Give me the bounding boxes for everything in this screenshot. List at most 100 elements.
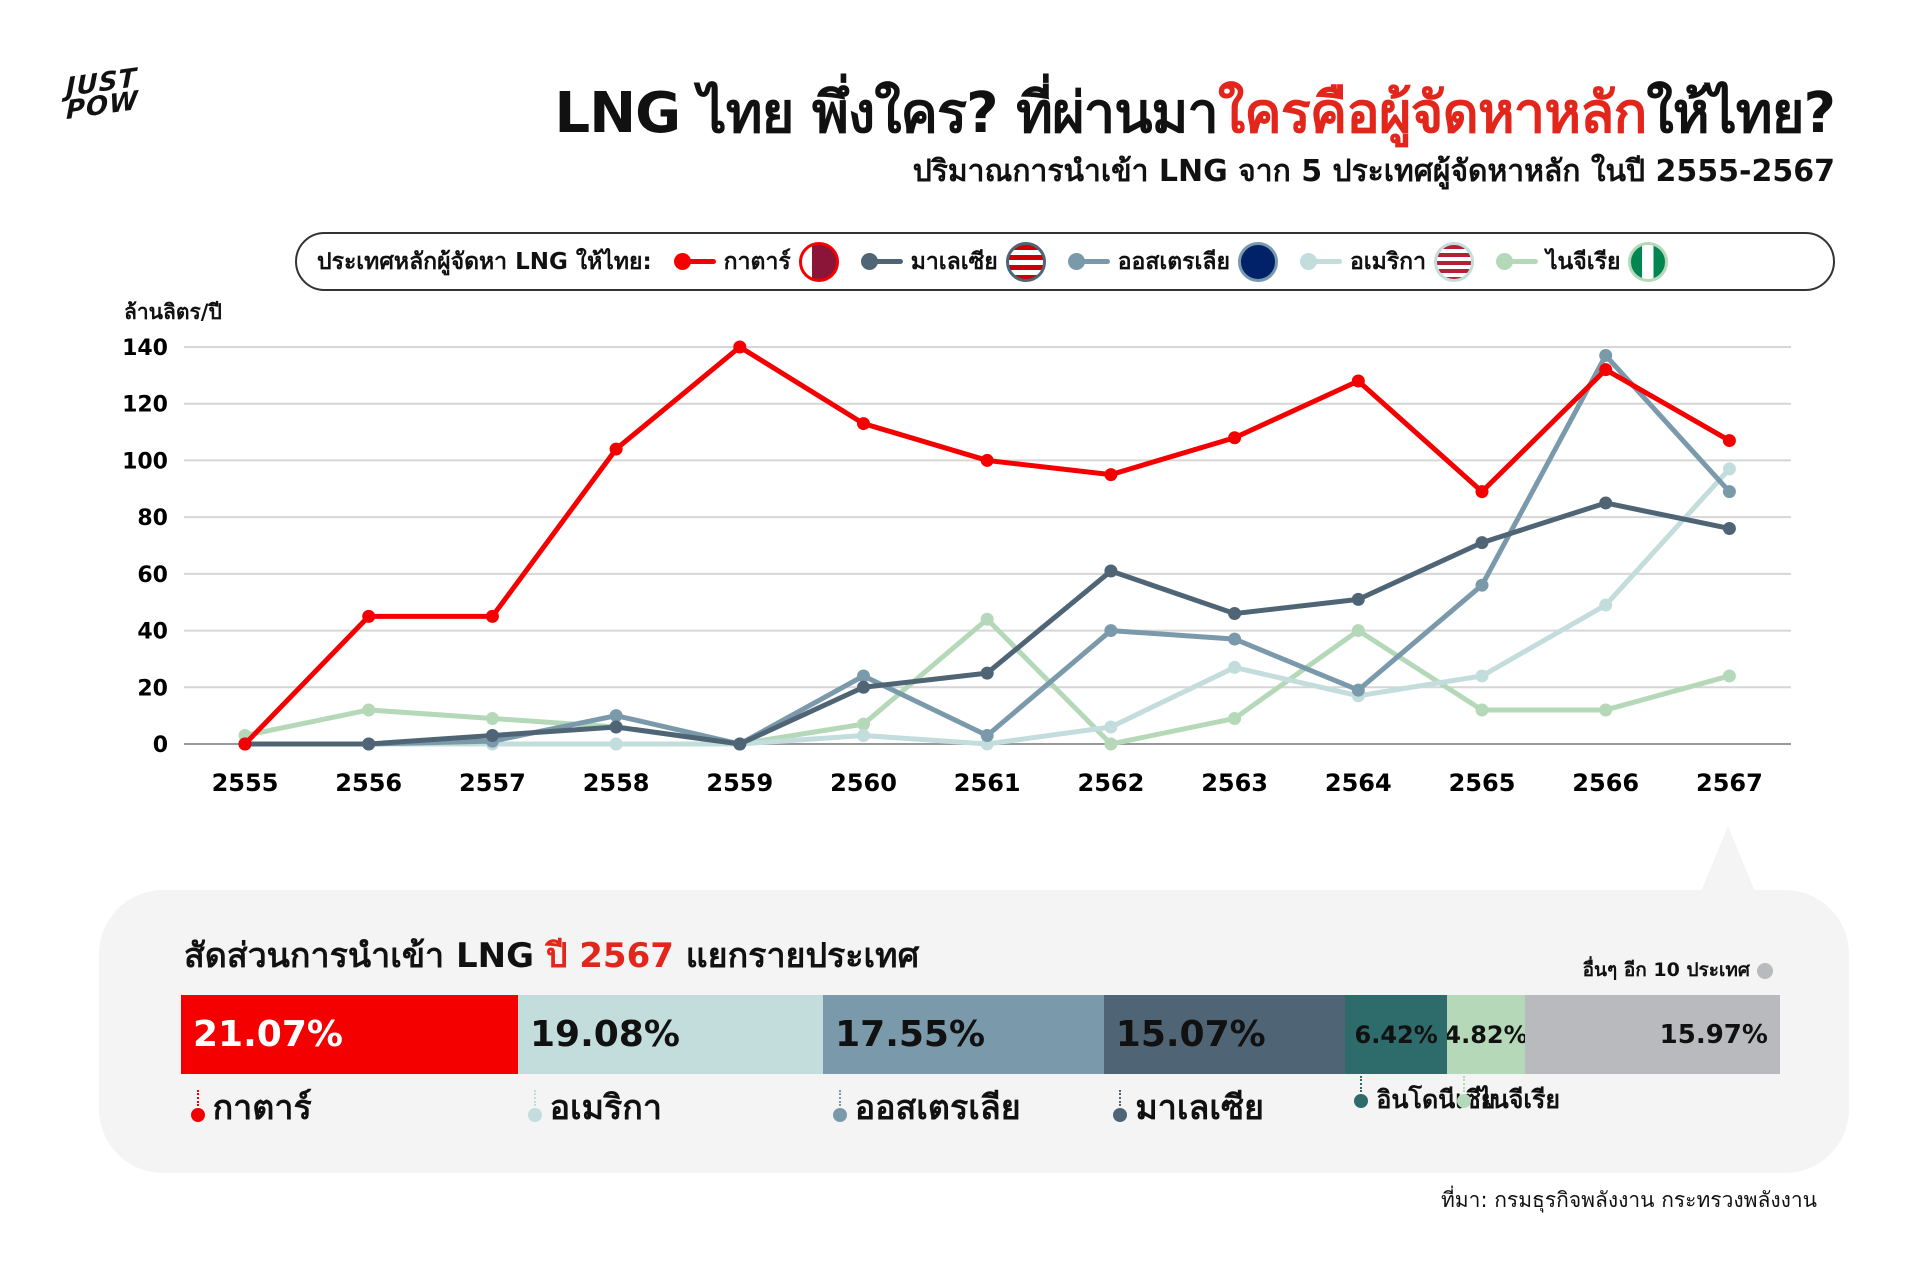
bar-segment: 21.07%	[181, 995, 518, 1074]
y-tick-label: 120	[122, 393, 168, 418]
legend-line-marker	[860, 253, 903, 270]
y-tick-label: 60	[137, 563, 168, 588]
x-tick-label: 2561	[954, 769, 1021, 797]
flag-icon	[1628, 241, 1669, 282]
country-name: อเมริกา	[549, 1088, 662, 1128]
data-point	[1104, 624, 1118, 638]
chart-legend: ประเทศหลักผู้จัดหา LNG ให้ไทย: กาตาร์ มาเ…	[295, 232, 1835, 291]
country-name: ไนจีเรีย	[1479, 1085, 1561, 1114]
color-dot	[832, 1090, 847, 1122]
series-line	[244, 616, 1731, 747]
series-line	[245, 353, 1732, 747]
segment-percent: 4.82%	[1447, 1020, 1525, 1049]
data-point	[609, 442, 623, 456]
legend-text: มาเลเซีย	[910, 248, 998, 275]
x-tick-label: 2558	[583, 769, 650, 797]
country-name: มาเลเซีย	[1135, 1088, 1264, 1128]
data-point	[1599, 598, 1613, 612]
data-point	[362, 609, 376, 623]
data-point	[485, 609, 499, 623]
flag-icon	[798, 241, 839, 282]
legend-item: กาตาร์	[673, 241, 839, 282]
x-tick-label: 2567	[1696, 769, 1763, 797]
y-tick-label: 140	[122, 336, 168, 361]
page-title: LNG ไทย พึ่งใคร? ที่ผ่านมาใครคือผู้จัดหา…	[554, 81, 1836, 146]
x-tick-label: 2557	[459, 769, 526, 797]
x-tick-label: 2556	[335, 769, 402, 797]
data-point	[1351, 624, 1365, 638]
data-point	[1599, 703, 1613, 717]
y-tick-label: 100	[122, 449, 168, 474]
bar-segment: 15.07%	[1103, 995, 1345, 1074]
data-point	[1599, 349, 1613, 363]
data-point	[1104, 720, 1118, 734]
line-chart: 0 20 40 60 80 100 120 140 2555 2556 2557 2558 2559 25…	[122, 336, 1791, 797]
y-tick-label: 20	[137, 676, 168, 701]
source-note: ที่มา: กรมธุรกิจพลังงาน กระทรวงพลังงาน	[1440, 1188, 1817, 1212]
segment-percent: 17.55%	[835, 1014, 986, 1055]
color-dot	[1354, 1076, 1369, 1108]
bar-country-label: กาตาร์	[190, 1080, 312, 1134]
data-point	[733, 737, 747, 751]
data-point	[1228, 632, 1242, 646]
data-point	[1475, 485, 1489, 499]
data-point	[857, 417, 870, 431]
x-tick-label: 2560	[830, 769, 897, 797]
data-point	[1475, 536, 1489, 550]
data-point	[1228, 607, 1242, 621]
bar-country-label: อเมริกา	[527, 1080, 662, 1134]
country-name: กาตาร์	[212, 1088, 312, 1128]
color-dot	[527, 1090, 542, 1122]
legend-item: อเมริกา	[1299, 241, 1474, 282]
x-tick-label: 2555	[212, 769, 279, 797]
y-tick-label: 80	[137, 506, 168, 531]
data-point	[857, 669, 870, 683]
series-line	[245, 467, 1732, 747]
y-axis-label: ล้านลิตร/ปี	[124, 300, 222, 324]
bar-country-label: อินโดนีเซีย	[1354, 1076, 1495, 1120]
data-point	[1599, 363, 1613, 377]
others-dot	[1757, 963, 1773, 979]
data-point	[238, 737, 252, 751]
color-dot	[1457, 1076, 1472, 1108]
bar-country-label: ไนจีเรีย	[1457, 1076, 1561, 1120]
data-point	[1228, 431, 1242, 445]
data-point	[485, 728, 499, 742]
page-subtitle: ปริมาณการนำเข้า LNG จาก 5 ประเทศผู้จัดหา…	[912, 154, 1835, 189]
data-point	[1722, 669, 1736, 683]
bar-segment: 4.82%	[1447, 995, 1525, 1074]
data-point	[1722, 521, 1736, 535]
segment-percent: 15.07%	[1115, 1014, 1266, 1055]
data-point	[1104, 468, 1118, 482]
legend-text: กาตาร์	[723, 248, 791, 275]
legend-line-marker	[1299, 253, 1342, 270]
data-point	[1351, 683, 1365, 697]
color-dot	[190, 1090, 205, 1122]
data-point	[980, 453, 994, 467]
data-point	[1228, 660, 1242, 674]
legend-label: ประเทศหลักผู้จัดหา LNG ให้ไทย:	[317, 248, 652, 275]
data-point	[980, 612, 994, 626]
legend-text: อเมริกา	[1349, 248, 1426, 275]
segment-percent: 19.08%	[529, 1014, 680, 1055]
data-point	[1104, 564, 1118, 578]
legend-item: ไนจีเรีย	[1495, 241, 1669, 282]
data-point	[1475, 578, 1489, 592]
data-point	[980, 728, 994, 742]
data-point	[1475, 703, 1489, 717]
country-name: ออสเตรเลีย	[854, 1088, 1021, 1128]
data-point	[1104, 737, 1118, 751]
x-tick-label: 2562	[1078, 769, 1145, 797]
series-line	[243, 344, 1731, 746]
data-point	[857, 717, 870, 731]
data-point	[1351, 592, 1365, 606]
x-tick-label: 2565	[1449, 769, 1516, 797]
data-point	[1351, 374, 1365, 388]
x-tick-label: 2563	[1201, 769, 1268, 797]
data-point	[1228, 711, 1242, 725]
bar-country-label: ออสเตรเลีย	[832, 1080, 1021, 1134]
color-dot	[1113, 1090, 1128, 1122]
share-stacked-bar: 21.07% 19.08% 17.55% 15.07% 6.42% 4.82% 15.97%	[181, 995, 1780, 1074]
legend-text: ไนจีเรีย	[1545, 248, 1621, 275]
data-point	[857, 728, 870, 742]
